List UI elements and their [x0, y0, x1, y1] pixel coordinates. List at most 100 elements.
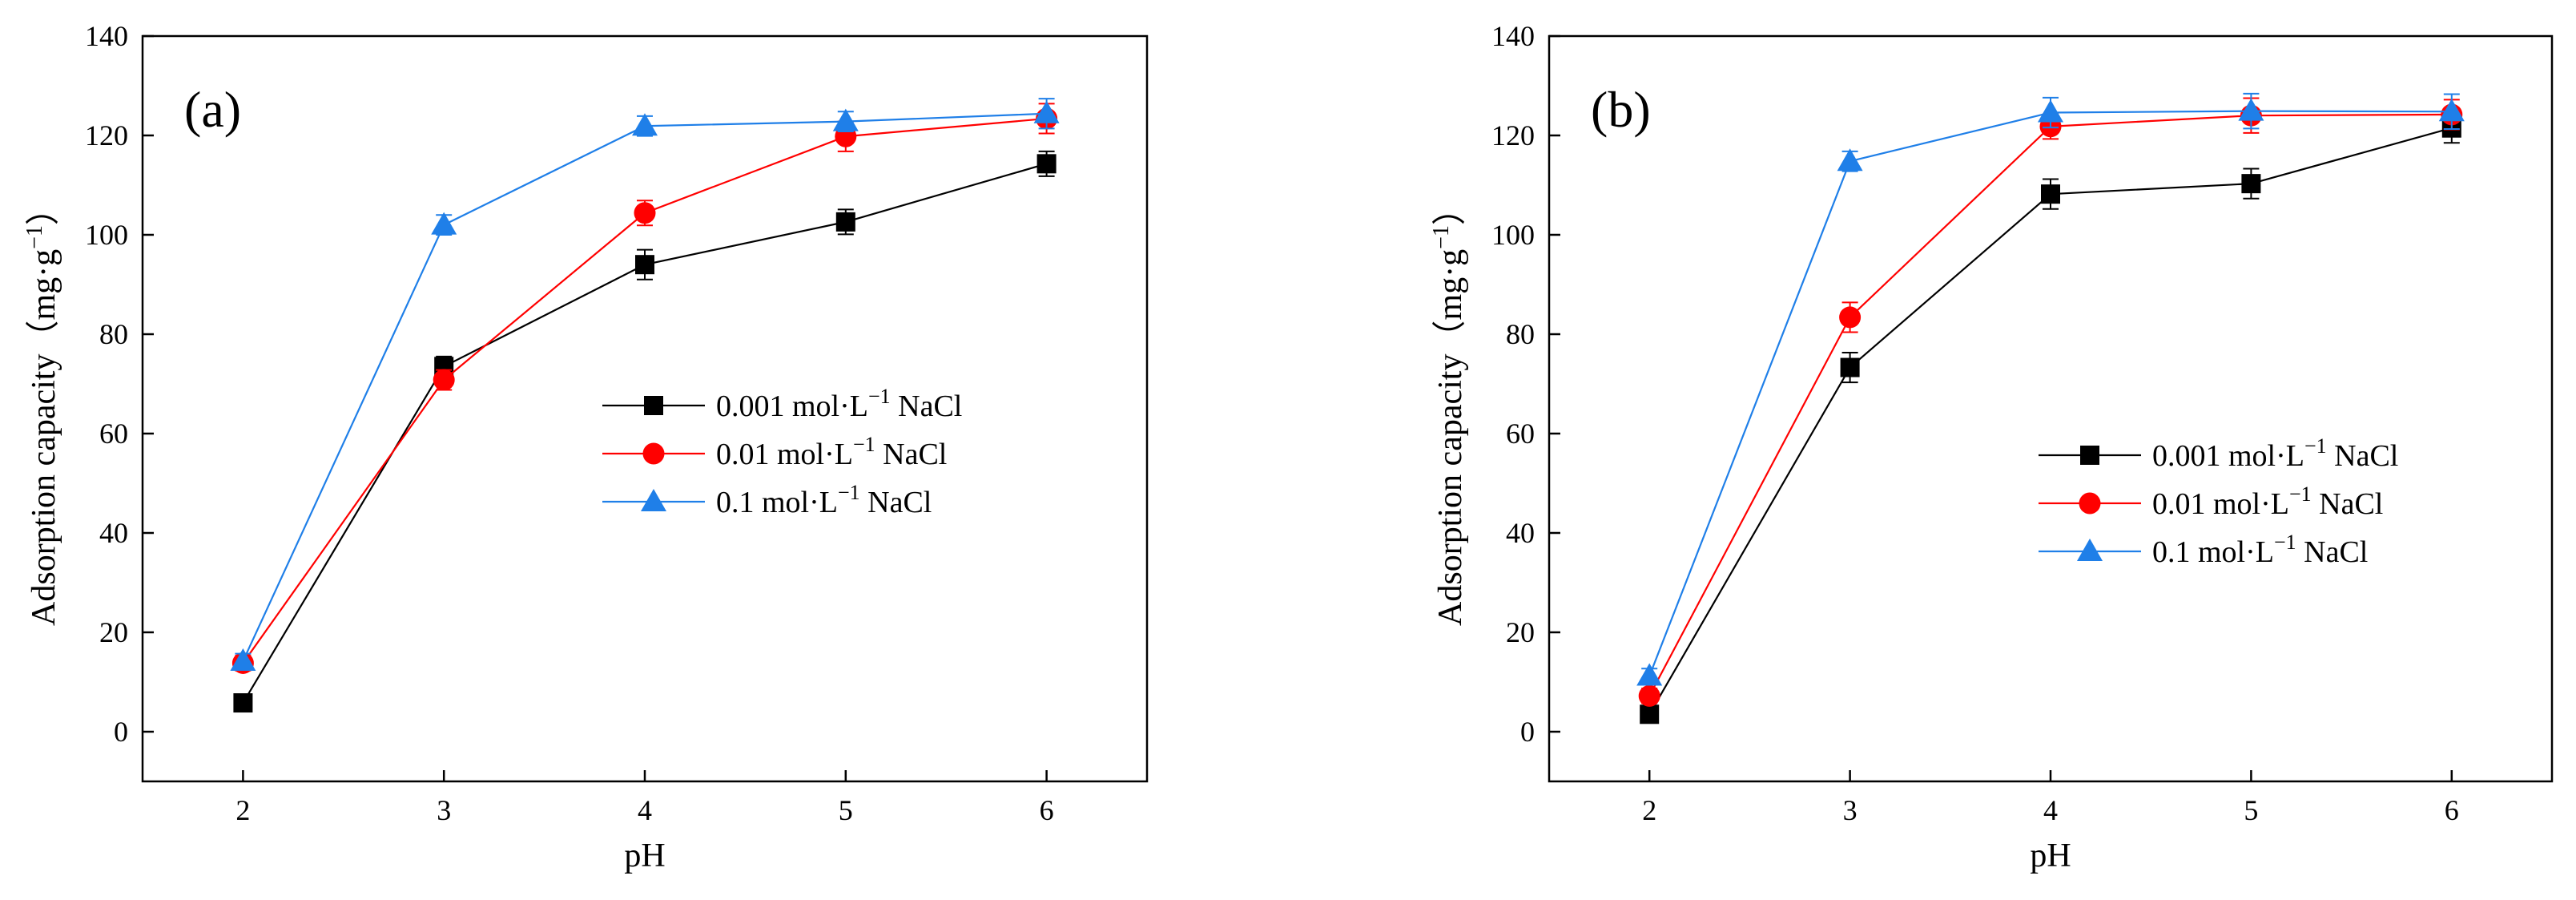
data-point — [2038, 99, 2063, 123]
legend-marker — [2079, 492, 2101, 515]
series-2 — [230, 98, 1060, 671]
legend-marker — [2080, 446, 2099, 465]
y-tick-label: 140 — [85, 20, 128, 52]
y-axis-label-sup: −1 — [1429, 225, 1454, 249]
legend-label-name: 0.001 mol·L — [2152, 439, 2304, 473]
legend-label-sup: −1 — [2289, 482, 2312, 506]
legend-label-suffix: NaCl — [2327, 439, 2399, 473]
data-point — [1837, 148, 1863, 172]
legend-entry: 0.01 mol·L−1 NaCl — [602, 433, 947, 471]
series-line — [242, 163, 1047, 704]
legend-label: 0.1 mol·L−1 NaCl — [2152, 531, 2368, 569]
data-point — [634, 202, 656, 224]
y-axis-label-main: Adsorption capacity（mg·g — [26, 249, 62, 626]
legend-entry: 0.01 mol·L−1 NaCl — [2039, 482, 2383, 521]
legend-label: 0.001 mol·L−1 NaCl — [2152, 434, 2398, 473]
y-axis-label-sup: −1 — [22, 225, 47, 249]
y-axis-label: Adsorption capacity（mg·g−1） — [22, 192, 62, 626]
data-point — [1840, 357, 1860, 377]
data-point — [233, 693, 253, 713]
data-point — [1033, 100, 1060, 123]
series-line — [1648, 127, 2453, 715]
x-axis-label: pH — [624, 837, 665, 874]
x-tick-label: 2 — [235, 794, 250, 826]
data-point — [832, 108, 859, 131]
legend-label-suffix: NaCl — [891, 389, 963, 423]
legend-label-name: 0.001 mol·L — [716, 389, 868, 423]
y-tick-label: 80 — [1506, 318, 1535, 350]
data-point — [1636, 663, 1663, 686]
plot-frame — [1548, 34, 2554, 783]
x-tick-label: 6 — [2445, 794, 2459, 826]
legend-label-sup: −1 — [838, 481, 860, 504]
x-tick-label: 4 — [638, 794, 652, 826]
legend-label: 0.01 mol·L−1 NaCl — [716, 433, 947, 471]
legend-marker — [642, 442, 665, 465]
legend-label-name: 0.01 mol·L — [2152, 487, 2289, 521]
data-point — [1839, 306, 1862, 329]
legend-label: 0.001 mol·L−1 NaCl — [716, 385, 962, 423]
x-tick-label: 2 — [1642, 794, 1656, 826]
x-tick-label: 3 — [437, 794, 451, 826]
data-point — [2241, 174, 2261, 194]
data-point — [2238, 98, 2264, 121]
series-0 — [233, 150, 1057, 713]
y-axis-label-main: Adsorption capacity（mg·g — [1432, 249, 1469, 626]
legend-entry: 0.001 mol·L−1 NaCl — [602, 385, 962, 423]
y-tick-label: 40 — [1506, 517, 1535, 549]
legend-label-suffix: NaCl — [875, 438, 948, 471]
y-tick-label: 80 — [99, 318, 128, 350]
legend-marker — [644, 396, 663, 415]
y-axis-label: Adsorption capacity（mg·g−1） — [1429, 192, 1469, 626]
x-tick-label: 6 — [1040, 794, 1054, 826]
panel-label: (a) — [184, 81, 241, 138]
y-tick-label: 140 — [1491, 20, 1535, 52]
y-axis-label-close: ） — [1432, 192, 1469, 225]
legend-label-name: 0.1 mol·L — [2152, 535, 2274, 569]
legend-label-sup: −1 — [868, 385, 891, 408]
y-tick-label: 0 — [1520, 716, 1535, 748]
legend-label: 0.1 mol·L−1 NaCl — [716, 481, 932, 519]
data-point — [230, 648, 256, 671]
x-axis-label: pH — [2030, 837, 2071, 874]
legend-label-sup: −1 — [2274, 531, 2296, 554]
data-point — [2438, 99, 2465, 122]
series-2 — [1636, 92, 2465, 686]
y-tick-label: 40 — [99, 517, 128, 549]
data-point — [431, 212, 457, 235]
data-point — [1036, 154, 1057, 174]
legend-label-suffix: NaCl — [860, 486, 932, 519]
legend-entry: 0.1 mol·L−1 NaCl — [602, 481, 932, 519]
x-tick-label: 5 — [2244, 794, 2258, 826]
chart-panel-b: 0 20 40 60 80 100 120 140 2 3 4 5 6 pH Adsorption capa… — [1429, 20, 2554, 874]
legend-label-name: 0.1 mol·L — [716, 486, 838, 519]
legend-marker — [2077, 539, 2103, 561]
y-tick-label: 20 — [1506, 616, 1535, 648]
y-tick-label: 60 — [99, 418, 128, 450]
y-axis-label-close: ） — [26, 192, 62, 225]
data-point — [1640, 704, 1660, 724]
x-tick-label: 3 — [1843, 794, 1858, 826]
data-point — [2041, 184, 2060, 204]
legend-marker — [641, 489, 666, 511]
legend-entry: 0.1 mol·L−1 NaCl — [2039, 531, 2368, 569]
legend-label-name: 0.01 mol·L — [716, 438, 853, 471]
legend-entry: 0.001 mol·L−1 NaCl — [2039, 434, 2398, 473]
legend-label-suffix: NaCl — [2312, 487, 2384, 521]
data-point — [835, 212, 855, 232]
y-tick-label: 100 — [1491, 219, 1535, 251]
chart-panel-a: 0 20 40 60 80 100 120 140 2 3 4 5 6 pH Adsorption capa… — [22, 20, 1149, 874]
y-tick-label: 100 — [85, 219, 128, 251]
legend-label-sup: −1 — [2304, 434, 2327, 458]
data-point — [433, 369, 455, 391]
legend-label-sup: −1 — [853, 433, 875, 456]
legend-label: 0.01 mol·L−1 NaCl — [2152, 482, 2383, 521]
x-tick-label: 4 — [2043, 794, 2058, 826]
legend-label-suffix: NaCl — [2296, 535, 2369, 569]
y-tick-label: 20 — [99, 616, 128, 648]
series-line — [242, 112, 1047, 662]
data-point — [632, 113, 658, 136]
